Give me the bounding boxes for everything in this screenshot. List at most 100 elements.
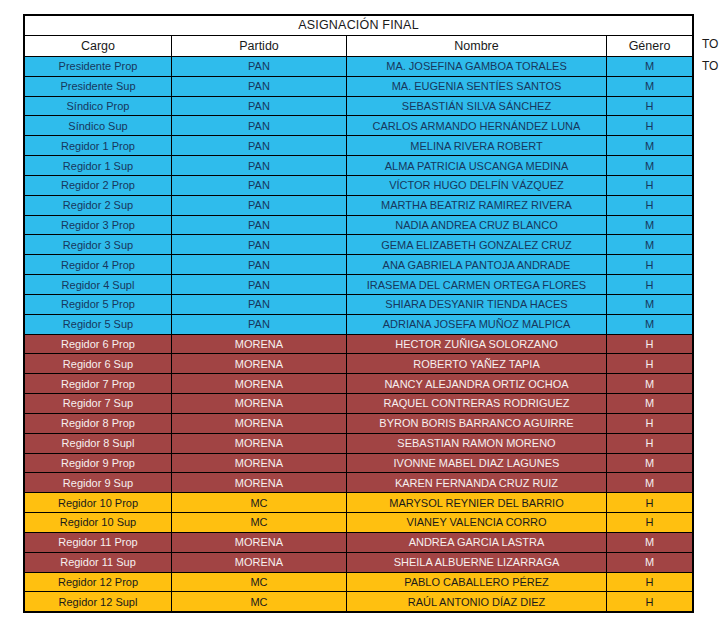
genero-cell: M: [607, 374, 692, 393]
cargo-cell: Regidor 9 Sup: [25, 473, 172, 492]
genero-cell: H: [607, 335, 692, 354]
table-row: Presidente Sup PAN MA. EUGENIA SENTÍES S…: [25, 76, 692, 96]
nombre-cell: ANA GABRIELA PANTOJA ANDRADE: [347, 255, 607, 274]
cargo-cell: Síndico Sup: [25, 116, 172, 135]
table-row: Regidor 10 Prop MC MARYSOL REYNIER DEL B…: [25, 492, 692, 512]
partido-cell: MORENA: [172, 335, 347, 354]
cargo-cell: Síndico Prop: [25, 97, 172, 116]
table-header-row: Cargo Partido Nombre Género: [25, 36, 692, 57]
cargo-cell: Regidor 6 Sup: [25, 354, 172, 373]
nombre-cell: CARLOS ARMANDO HERNÁNDEZ LUNA: [347, 116, 607, 135]
cargo-cell: Regidor 12 Supl: [25, 592, 172, 611]
partido-cell: PAN: [172, 216, 347, 235]
nombre-cell: VIANEY VALENCIA CORRO: [347, 513, 607, 532]
cargo-cell: Regidor 12 Prop: [25, 573, 172, 592]
table-row: Regidor 8 Supl MORENA SEBASTIAN RAMON MO…: [25, 433, 692, 453]
table-row: Síndico Prop PAN SEBASTIÁN SILVA SÁNCHEZ…: [25, 96, 692, 116]
genero-cell: M: [607, 156, 692, 175]
nombre-cell: ROBERTO YAÑEZ TAPIA: [347, 354, 607, 373]
table-row: Regidor 1 Sup PAN ALMA PATRICIA USCANGA …: [25, 155, 692, 175]
genero-cell: H: [607, 116, 692, 135]
partido-cell: PAN: [172, 57, 347, 76]
genero-cell: H: [607, 493, 692, 512]
table-row: Regidor 8 Prop MORENA BYRON BORIS BARRAN…: [25, 413, 692, 433]
nombre-cell: GEMA ELIZABETH GONZALEZ CRUZ: [347, 235, 607, 254]
table-row: Regidor 10 Sup MC VIANEY VALENCIA CORRO …: [25, 512, 692, 532]
nombre-cell: SEBASTIAN RAMON MORENO: [347, 434, 607, 453]
partido-cell: MORENA: [172, 553, 347, 572]
partido-cell: MORENA: [172, 454, 347, 473]
table-row: Regidor 12 Supl MC RAÚL ANTONIO DÍAZ DIE…: [25, 591, 692, 611]
genero-cell: M: [607, 394, 692, 413]
partido-cell: PAN: [172, 295, 347, 314]
cargo-cell: Regidor 3 Sup: [25, 235, 172, 254]
nombre-cell: MARTHA BEATRIZ RAMIREZ RIVERA: [347, 196, 607, 215]
genero-cell: H: [607, 513, 692, 532]
table-row: Regidor 9 Sup MORENA KAREN FERNANDA CRUZ…: [25, 472, 692, 492]
partido-cell: MORENA: [172, 374, 347, 393]
genero-cell: H: [607, 196, 692, 215]
table-row: Regidor 6 Sup MORENA ROBERTO YAÑEZ TAPIA…: [25, 353, 692, 373]
cargo-cell: Regidor 2 Prop: [25, 176, 172, 195]
partido-cell: PAN: [172, 255, 347, 274]
partido-cell: MORENA: [172, 473, 347, 492]
cargo-cell: Regidor 7 Sup: [25, 394, 172, 413]
partido-cell: MORENA: [172, 414, 347, 433]
genero-cell: M: [607, 216, 692, 235]
genero-cell: H: [607, 354, 692, 373]
cargo-cell: Regidor 10 Prop: [25, 493, 172, 512]
column-header-cargo: Cargo: [25, 36, 172, 56]
partido-cell: PAN: [172, 136, 347, 155]
nombre-cell: VÍCTOR HUGO DELFÍN VÁZQUEZ: [347, 176, 607, 195]
cargo-cell: Regidor 9 Prop: [25, 454, 172, 473]
clipped-total-text-2: TO: [702, 59, 718, 73]
cargo-cell: Regidor 3 Prop: [25, 216, 172, 235]
genero-cell: H: [607, 176, 692, 195]
nombre-cell: MELINA RIVERA ROBERT: [347, 136, 607, 155]
table-row: Regidor 11 Sup MORENA SHEILA ALBUERNE LI…: [25, 552, 692, 572]
table-row: Presidente Prop PAN MA. JOSEFINA GAMBOA …: [25, 57, 692, 76]
partido-cell: MC: [172, 573, 347, 592]
nombre-cell: NADIA ANDREA CRUZ BLANCO: [347, 216, 607, 235]
genero-cell: M: [607, 136, 692, 155]
nombre-cell: PABLO CABALLERO PÉREZ: [347, 573, 607, 592]
genero-cell: M: [607, 454, 692, 473]
nombre-cell: NANCY ALEJANDRA ORTIZ OCHOA: [347, 374, 607, 393]
cargo-cell: Regidor 4 Supl: [25, 275, 172, 294]
nombre-cell: SEBASTIÁN SILVA SÁNCHEZ: [347, 97, 607, 116]
table-row: Síndico Sup PAN CARLOS ARMANDO HERNÁNDEZ…: [25, 115, 692, 135]
spreadsheet-view: ASIGNACIÓN FINAL Cargo Partido Nombre Gé…: [0, 0, 720, 630]
genero-cell: M: [607, 473, 692, 492]
nombre-cell: MA. EUGENIA SENTÍES SANTOS: [347, 77, 607, 96]
cargo-cell: Regidor 11 Sup: [25, 553, 172, 572]
nombre-cell: RAÚL ANTONIO DÍAZ DIEZ: [347, 592, 607, 611]
cargo-cell: Presidente Sup: [25, 77, 172, 96]
table-row: Regidor 3 Prop PAN NADIA ANDREA CRUZ BLA…: [25, 215, 692, 235]
partido-cell: MORENA: [172, 354, 347, 373]
table-row: Regidor 4 Supl PAN IRASEMA DEL CARMEN OR…: [25, 274, 692, 294]
column-header-nombre: Nombre: [347, 36, 607, 56]
table-title: ASIGNACIÓN FINAL: [25, 16, 692, 36]
table-row: Regidor 9 Prop MORENA IVONNE MABEL DIAZ …: [25, 453, 692, 473]
cargo-cell: Regidor 4 Prop: [25, 255, 172, 274]
partido-cell: PAN: [172, 176, 347, 195]
cargo-cell: Regidor 11 Prop: [25, 533, 172, 552]
partido-cell: PAN: [172, 275, 347, 294]
table-row: Regidor 7 Prop MORENA NANCY ALEJANDRA OR…: [25, 373, 692, 393]
genero-cell: H: [607, 434, 692, 453]
partido-cell: PAN: [172, 235, 347, 254]
nombre-cell: MARYSOL REYNIER DEL BARRIO: [347, 493, 607, 512]
cargo-cell: Regidor 1 Sup: [25, 156, 172, 175]
partido-cell: PAN: [172, 156, 347, 175]
partido-cell: MC: [172, 493, 347, 512]
genero-cell: M: [607, 533, 692, 552]
nombre-cell: SHEILA ALBUERNE LIZARRAGA: [347, 553, 607, 572]
genero-cell: H: [607, 573, 692, 592]
genero-cell: M: [607, 235, 692, 254]
cargo-cell: Regidor 7 Prop: [25, 374, 172, 393]
genero-cell: H: [607, 275, 692, 294]
table-row: Regidor 7 Sup MORENA RAQUEL CONTRERAS RO…: [25, 393, 692, 413]
genero-cell: M: [607, 315, 692, 334]
cargo-cell: Regidor 1 Prop: [25, 136, 172, 155]
genero-cell: H: [607, 255, 692, 274]
